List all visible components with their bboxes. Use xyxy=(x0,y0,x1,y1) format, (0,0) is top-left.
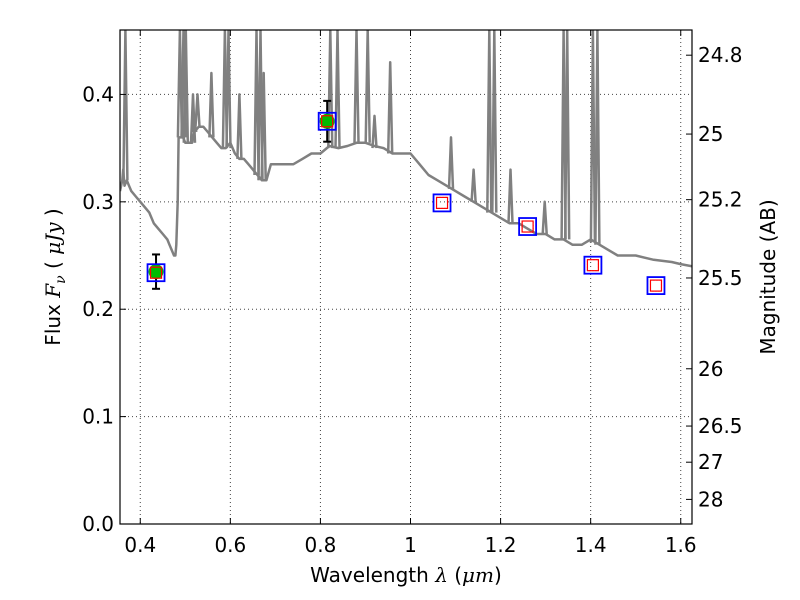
model-photometry-box xyxy=(432,193,452,213)
sed-emission-line xyxy=(486,30,493,213)
detection-point xyxy=(148,264,164,280)
y2-axis-label: Magnitude (AB) xyxy=(756,199,780,354)
sed-emission-line xyxy=(253,30,260,176)
model-photometry-inner-box xyxy=(435,196,449,209)
x-tick-label: 0.8 xyxy=(305,533,337,557)
sed-emission-line xyxy=(470,168,477,202)
x-tick-label: 1 xyxy=(404,533,417,557)
x-axis-label: Wavelength λ (μm) xyxy=(310,563,502,587)
model-photometry-box xyxy=(583,255,603,275)
sed-emission-line xyxy=(541,200,548,235)
plot-area xyxy=(120,30,692,295)
sed-emission-line xyxy=(386,60,394,154)
sed-emission-line xyxy=(260,71,267,181)
y-axis-label-unit-mu: μJy xyxy=(41,222,65,255)
x-tick-label: 1.6 xyxy=(665,533,697,557)
mag-tick-label: 25.2 xyxy=(698,188,743,212)
y-tick-label: 0.1 xyxy=(82,405,114,429)
x-tick-label: 0.6 xyxy=(214,533,246,557)
sed-emission-line xyxy=(194,93,201,127)
mag-tick-label: 25.5 xyxy=(698,266,743,290)
axes: 0.4 0.6 0.8 1 1.2 1.4 1.6 0.0 0.1 0.2 0.3 0.4 24.8 25… xyxy=(82,29,743,557)
model-photometry-inner-box xyxy=(649,279,663,292)
model-photometry-inner-box xyxy=(521,220,534,233)
sed-emission-line xyxy=(191,120,198,133)
mag-tick-label: 27 xyxy=(698,450,723,474)
x-axis-label-symbol: λ xyxy=(434,563,448,587)
model-photometry-inner-box xyxy=(586,259,600,272)
sed-emission-line xyxy=(334,30,341,149)
y-tick-label: 0.0 xyxy=(82,512,114,536)
y-axis-label: Flux Fν ( μJy ) xyxy=(41,208,69,345)
model-photometry-box xyxy=(146,263,166,283)
y-axis-label-symbol: F xyxy=(41,283,65,299)
detection-point xyxy=(319,113,335,129)
model-photometry-box xyxy=(518,217,538,236)
y-tick-label: 0.4 xyxy=(82,82,114,106)
sed-emission-line xyxy=(327,30,334,149)
y-tick-label: 0.2 xyxy=(82,297,114,321)
sed-emission-line xyxy=(507,168,514,224)
sed-emission-line xyxy=(122,30,129,181)
sed-emission-line xyxy=(594,30,601,245)
mag-tick-label: 24.8 xyxy=(698,43,743,67)
sed-emission-line xyxy=(182,30,190,143)
sed-continuum xyxy=(120,125,692,268)
mag-tick-label: 28 xyxy=(698,487,723,511)
x-tick-label: 1.4 xyxy=(575,533,607,557)
sed-emission-line xyxy=(589,30,597,243)
mag-tick-label: 25 xyxy=(698,122,723,146)
model-photometry-inner-box xyxy=(321,115,334,128)
x-tick-label: 0.4 xyxy=(124,533,156,557)
y-axis-label-subscript: ν xyxy=(53,275,69,284)
sed-emission-line xyxy=(491,30,498,213)
sed-emission-line xyxy=(371,114,378,149)
model-photometry-box xyxy=(317,111,337,131)
x-tick-label: 1.2 xyxy=(485,533,517,557)
sed-emission-line xyxy=(236,93,243,159)
sed-group xyxy=(120,30,692,268)
model-photometry-box xyxy=(646,276,666,295)
mag-tick-label: 26.5 xyxy=(698,414,743,438)
sed-emission-line xyxy=(208,71,215,138)
sed-emission-line xyxy=(225,30,232,149)
plot-frame xyxy=(119,29,693,525)
sed-emission-line xyxy=(563,30,571,240)
sed-emission-line xyxy=(353,30,360,143)
mag-tick-label: 26 xyxy=(698,357,723,381)
sed-emission-line xyxy=(447,136,455,189)
y-tick-label: 0.3 xyxy=(82,190,114,214)
sed-emission-line xyxy=(364,30,371,143)
x-axis-label-unit: μm xyxy=(462,563,494,587)
model-photometry-inner-box xyxy=(149,266,163,279)
